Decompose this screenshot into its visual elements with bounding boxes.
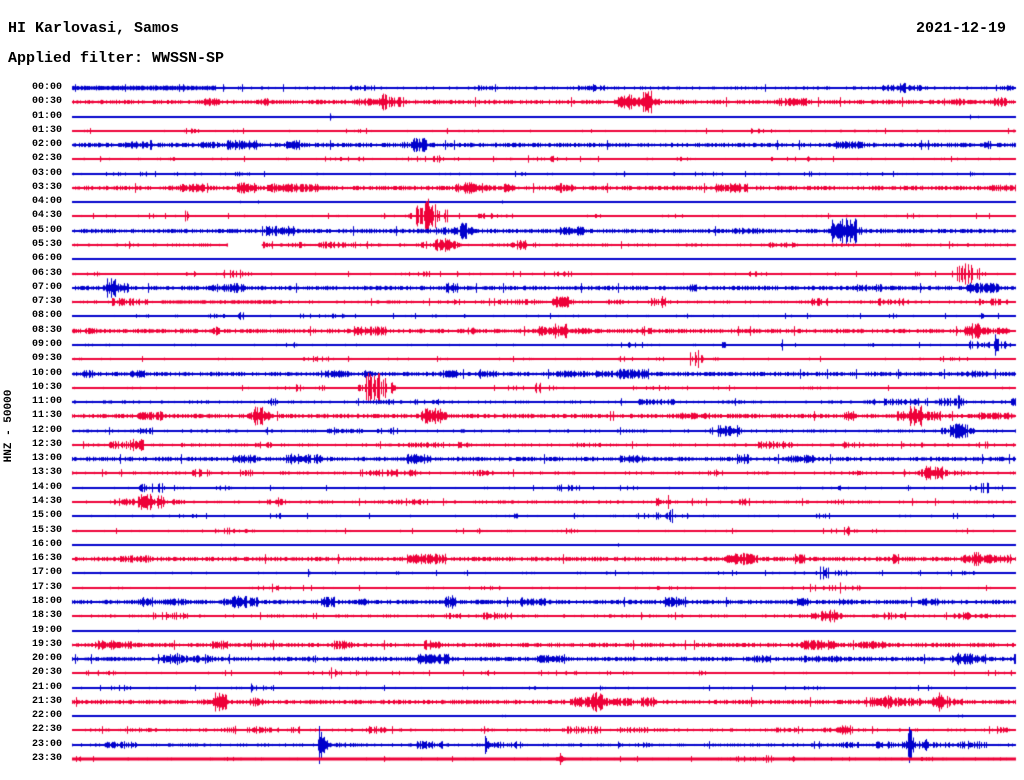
helicorder-page: HI Karlovasi, Samos 2021-12-19 Applied f… xyxy=(0,0,1024,780)
seismogram-canvas xyxy=(0,0,1024,780)
